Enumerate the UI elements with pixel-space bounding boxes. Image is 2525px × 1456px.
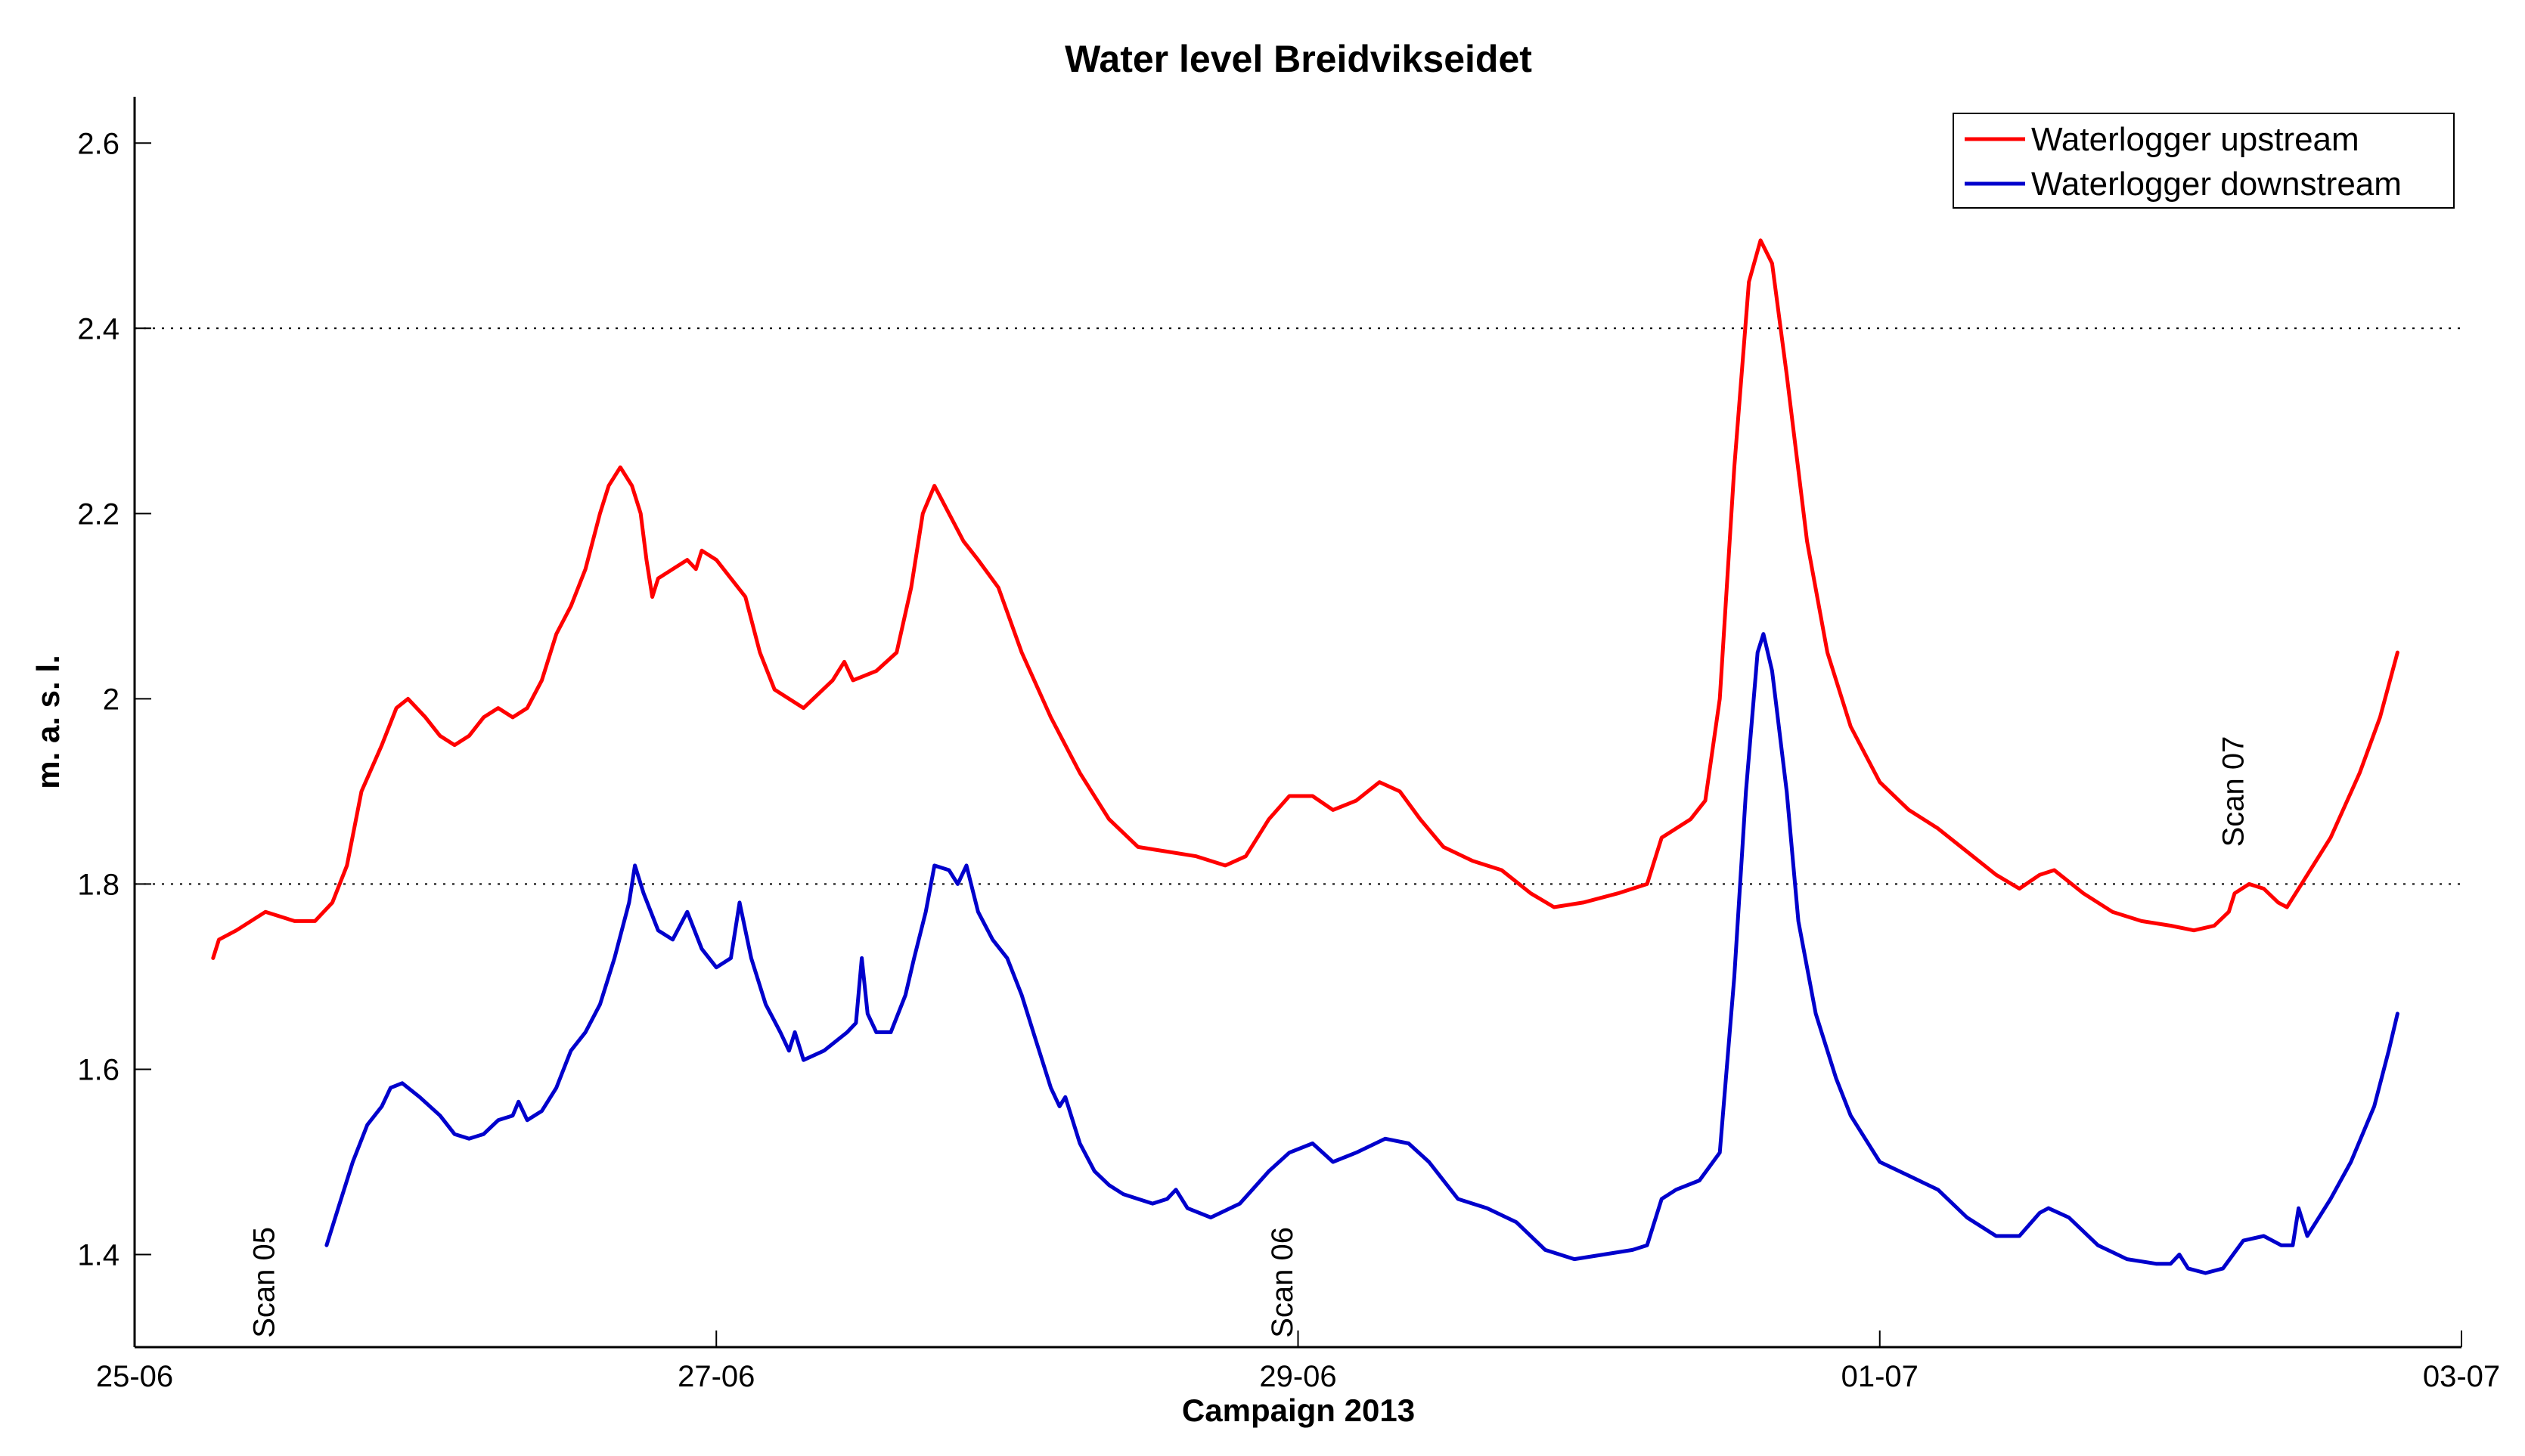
y-axis-label: m. a. s. l. <box>30 655 66 788</box>
y-tick-label: 2 <box>103 683 119 716</box>
legend-label-upstream: Waterlogger upstream <box>2031 121 2359 158</box>
series-line-upstream <box>211 238 2399 960</box>
y-tick-label: 2.6 <box>77 127 119 160</box>
grid-lines <box>135 327 2461 885</box>
x-tick-label: 29-06 <box>1259 1360 1336 1393</box>
x-axis-ticks: 25-06 27-06 29-06 01-07 03-07 <box>96 1331 2500 1393</box>
series-lines <box>211 238 2399 1275</box>
x-axis-label: Campaign 2013 <box>1182 1392 1415 1428</box>
legend: Waterlogger upstream Waterlogger downstr… <box>1953 113 2455 209</box>
x-tick-label: 01-07 <box>1841 1360 1919 1393</box>
chart-title: Water level Breidvikseidet <box>1065 38 1532 80</box>
y-tick-label: 1.6 <box>77 1053 119 1086</box>
y-tick-label: 1.4 <box>77 1238 119 1272</box>
scan-annotation: Scan 05 <box>248 1227 281 1338</box>
scan-annotation: Scan 06 <box>1266 1227 1299 1338</box>
x-tick-label: 27-06 <box>678 1360 755 1393</box>
legend-label-downstream: Waterlogger downstream <box>2031 166 2402 203</box>
y-tick-label: 2.2 <box>77 497 119 531</box>
scan-annotations: Scan 05 Scan 06 Scan 07 <box>248 736 2250 1338</box>
x-tick-label: 03-07 <box>2423 1360 2500 1393</box>
scan-annotation: Scan 07 <box>2217 736 2250 847</box>
series-line-downstream <box>324 632 2399 1275</box>
legend-box <box>1953 113 2455 209</box>
y-tick-label: 1.8 <box>77 868 119 901</box>
y-tick-label: 2.4 <box>77 312 119 345</box>
y-axis-ticks: 1.4 1.6 1.8 2 2.2 2.4 2.6 <box>77 127 151 1272</box>
x-tick-label: 25-06 <box>96 1360 173 1393</box>
